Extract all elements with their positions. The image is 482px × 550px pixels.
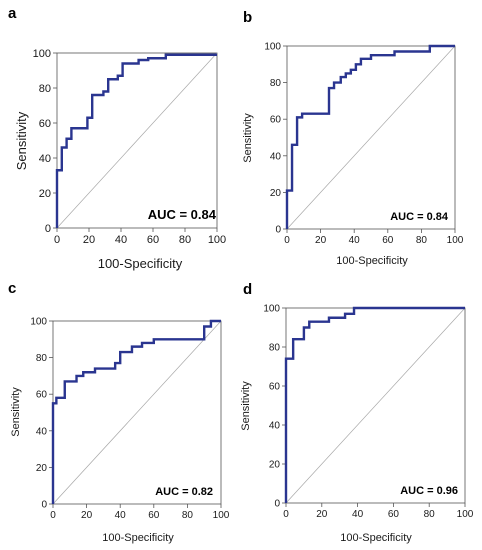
x-tick-label: 100 <box>213 510 230 521</box>
y-tick-label: 40 <box>36 426 48 437</box>
y-tick-label: 0 <box>41 500 47 511</box>
x-axis-label: 100-Specificity <box>340 532 412 544</box>
y-tick-label: 80 <box>270 78 282 89</box>
y-tick-label: 100 <box>30 317 47 328</box>
y-tick-label: 40 <box>39 153 51 165</box>
x-tick-label: 60 <box>382 235 394 246</box>
y-tick-label: 60 <box>270 115 282 126</box>
y-tick-label: 100 <box>264 42 281 53</box>
roc-panel-c: c 00 20 20 40 40 60 60 80 80 100 100 100-Specificity… <box>8 280 230 544</box>
panel-letter: c <box>8 280 16 297</box>
y-tick-label: 60 <box>269 382 281 393</box>
auc-annotation: AUC = 0.84 <box>390 211 449 223</box>
reference-diagonal <box>285 307 466 504</box>
y-tick-label: 0 <box>275 225 281 236</box>
x-tick-label: 40 <box>115 234 127 246</box>
x-axis-label: 100-Specificity <box>98 256 183 271</box>
y-tick-label: 80 <box>39 83 51 95</box>
x-tick-label: 60 <box>388 509 400 520</box>
y-axis-label: Sensitivity <box>10 387 22 437</box>
plot-frame <box>56 52 218 229</box>
y-axis-label: Sensitivity <box>240 381 252 431</box>
reference-diagonal <box>286 45 456 230</box>
x-tick-label: 0 <box>284 235 290 246</box>
x-tick-label: 40 <box>349 235 361 246</box>
y-tick-label: 60 <box>36 390 48 401</box>
y-tick-label: 60 <box>39 118 51 130</box>
reference-diagonal <box>56 52 218 229</box>
roc-curve <box>55 53 217 228</box>
panel-letter: b <box>243 9 252 26</box>
x-tick-label: 40 <box>352 509 364 520</box>
y-tick-label: 0 <box>274 499 280 510</box>
panel-letter: d <box>243 281 252 298</box>
y-tick-label: 20 <box>36 463 48 474</box>
roc-curve <box>51 319 221 504</box>
x-tick-label: 100 <box>208 234 226 246</box>
x-tick-label: 80 <box>416 235 428 246</box>
x-tick-label: 40 <box>115 510 127 521</box>
x-tick-label: 80 <box>179 234 191 246</box>
x-axis-label: 100-Specificity <box>336 255 408 267</box>
roc-curve <box>285 44 455 229</box>
x-tick-label: 60 <box>148 510 160 521</box>
auc-annotation: AUC = 0.96 <box>400 485 458 497</box>
y-tick-label: 100 <box>263 304 280 315</box>
y-tick-label: 0 <box>45 223 51 235</box>
x-tick-label: 100 <box>457 509 474 520</box>
roc-panel-b: b 00 20 20 40 40 60 60 80 80 100 100 100-Specificity… <box>242 9 464 267</box>
x-tick-label: 80 <box>424 509 436 520</box>
y-tick-label: 20 <box>270 188 282 199</box>
y-tick-label: 80 <box>269 343 281 354</box>
y-axis-label: Sensitivity <box>14 111 29 170</box>
roc-panel-a: a 00 20 20 40 40 60 60 80 80 100 100 100-Specificity… <box>8 5 226 271</box>
y-axis-label: Sensitivity <box>242 113 254 163</box>
x-tick-label: 20 <box>81 510 93 521</box>
roc-panel-d: d 00 20 20 40 40 60 60 80 80 100 100 100-Specificity… <box>240 281 474 544</box>
y-tick-label: 40 <box>270 151 282 162</box>
panel-letter: a <box>8 5 17 22</box>
y-tick-label: 40 <box>269 421 281 432</box>
y-tick-label: 20 <box>269 460 281 471</box>
x-tick-label: 80 <box>182 510 194 521</box>
x-tick-label: 20 <box>83 234 95 246</box>
x-tick-label: 0 <box>54 234 60 246</box>
x-axis-label: 100-Specificity <box>102 532 174 544</box>
x-tick-label: 60 <box>147 234 159 246</box>
plot-frame <box>286 45 456 230</box>
reference-diagonal <box>52 320 222 505</box>
roc-curve <box>284 306 465 503</box>
y-tick-label: 20 <box>39 188 51 200</box>
y-tick-label: 100 <box>33 48 51 60</box>
x-tick-label: 20 <box>316 509 328 520</box>
auc-annotation: AUC = 0.82 <box>155 486 213 498</box>
x-tick-label: 100 <box>447 235 464 246</box>
x-tick-label: 0 <box>283 509 289 520</box>
auc-annotation: AUC = 0.84 <box>148 207 217 222</box>
x-tick-label: 0 <box>50 510 56 521</box>
x-tick-label: 20 <box>315 235 327 246</box>
y-tick-label: 80 <box>36 353 48 364</box>
